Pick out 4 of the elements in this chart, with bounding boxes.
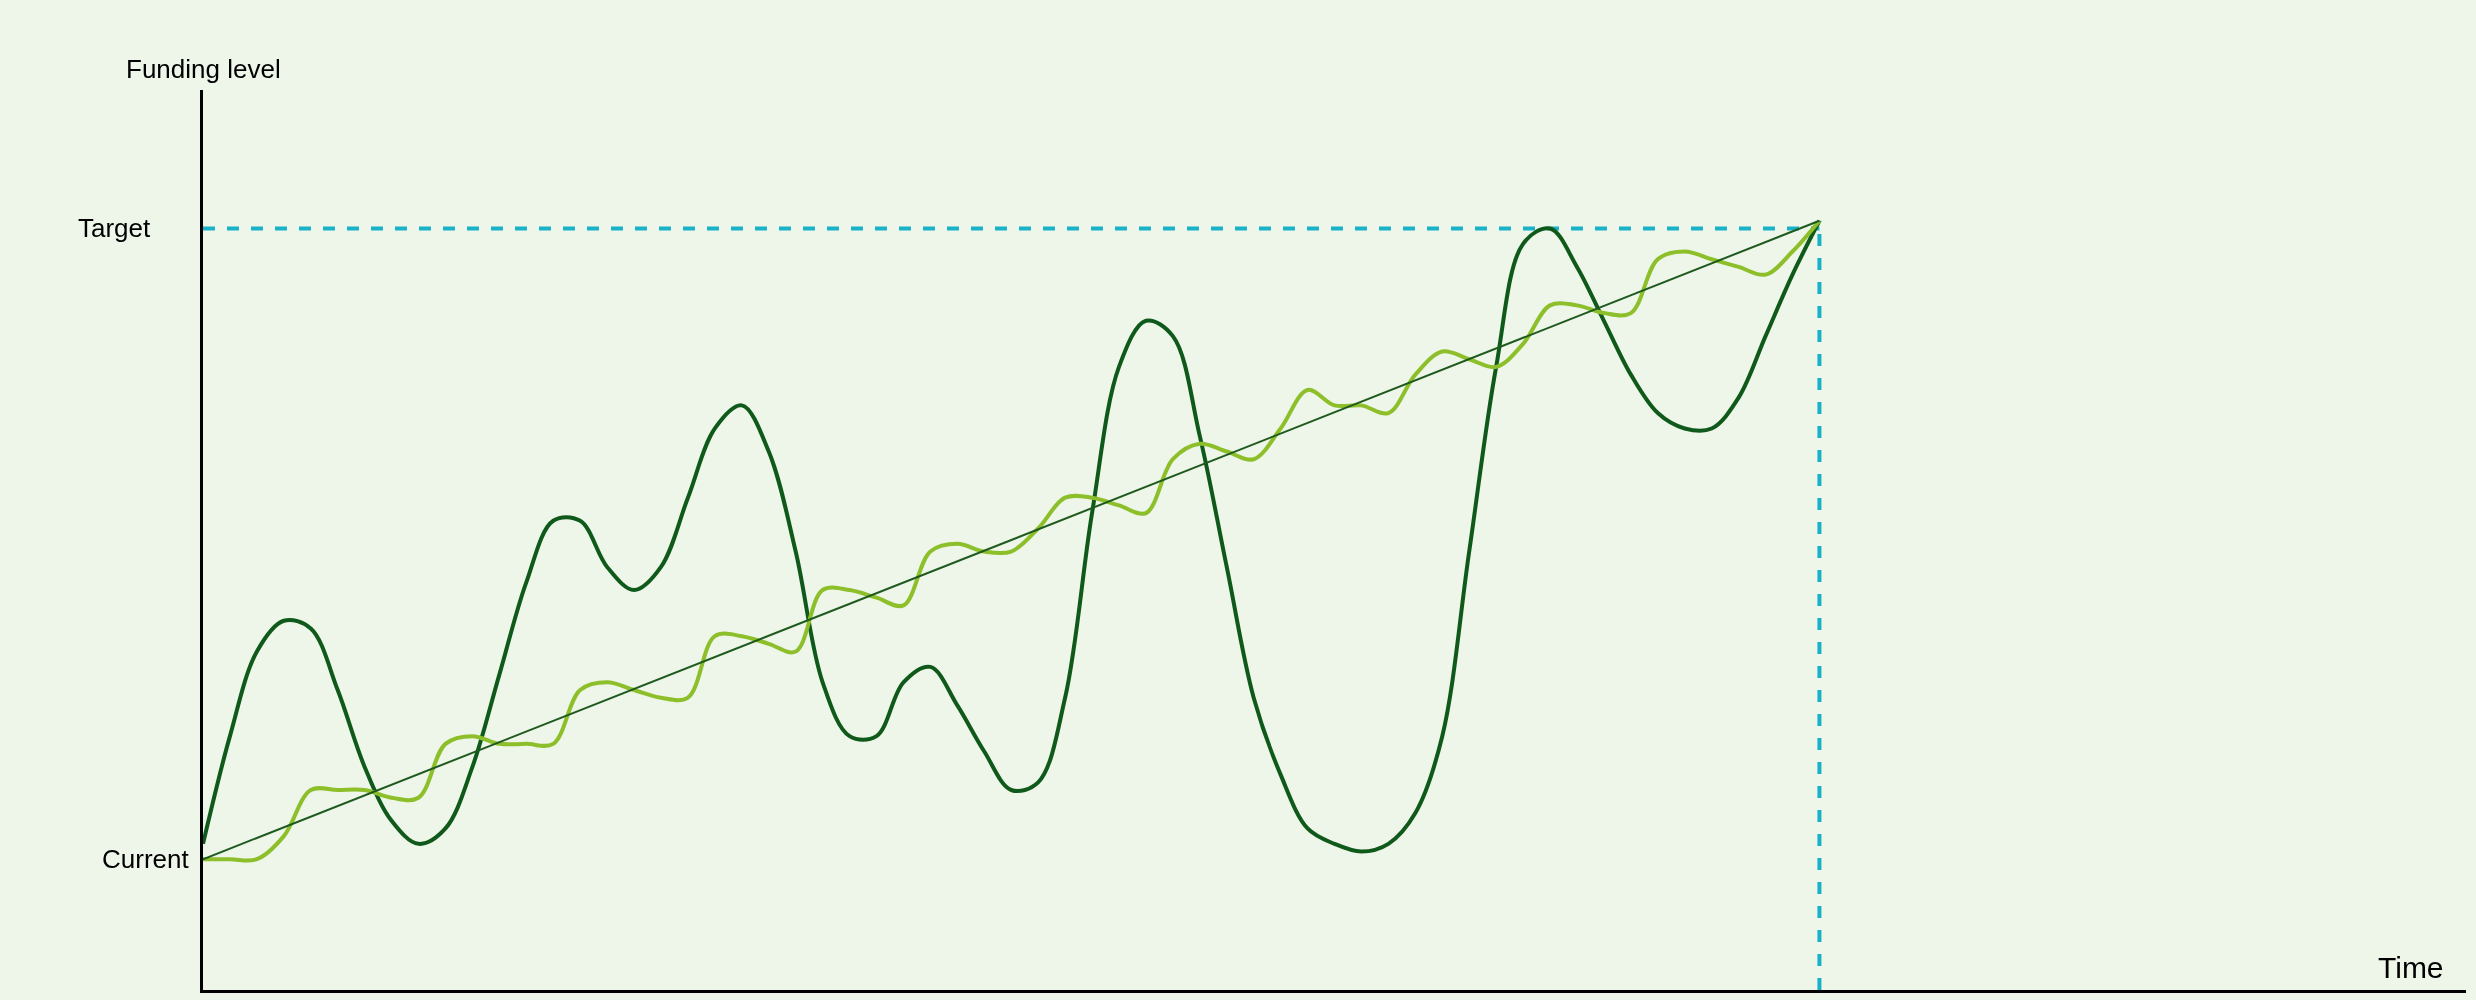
- ref-line-label: Target: [78, 213, 152, 243]
- text: Current: [102, 844, 190, 874]
- text: Funding level: [126, 54, 281, 84]
- text: Time: [2378, 951, 2444, 984]
